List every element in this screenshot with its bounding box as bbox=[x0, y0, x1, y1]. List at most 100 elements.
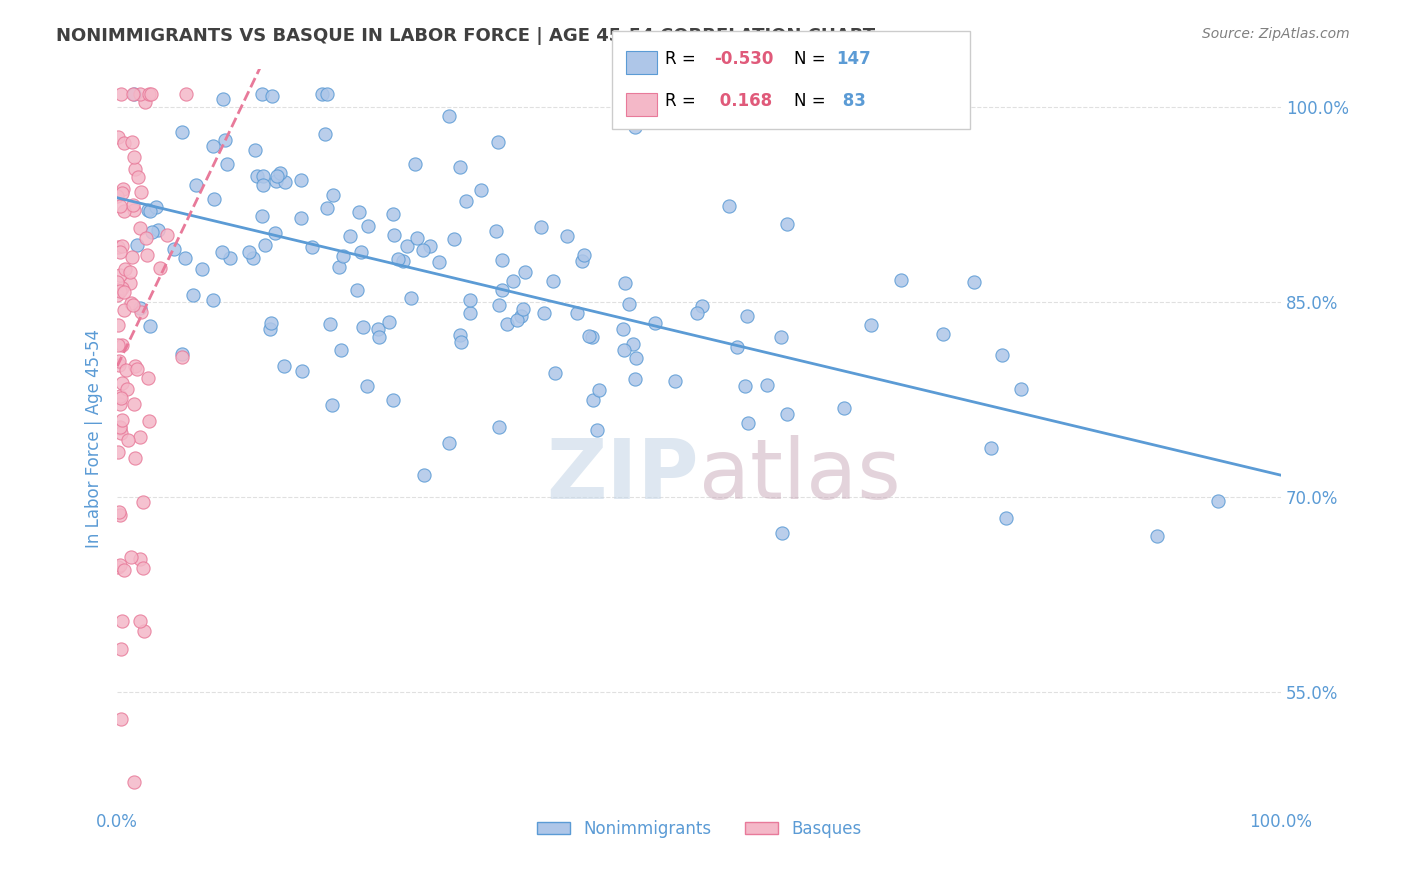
Point bbox=[145, 201, 167, 215]
Point bbox=[717, 199, 740, 213]
Point bbox=[578, 329, 600, 343]
Point bbox=[571, 254, 593, 268]
Point bbox=[274, 175, 297, 189]
Point bbox=[544, 367, 567, 381]
Point bbox=[139, 203, 162, 218]
Point bbox=[315, 87, 337, 102]
Point bbox=[860, 318, 883, 332]
Point bbox=[110, 419, 132, 434]
Point bbox=[470, 183, 492, 197]
Point bbox=[352, 319, 374, 334]
Point bbox=[134, 624, 156, 638]
Point bbox=[111, 614, 134, 628]
Point bbox=[1206, 494, 1229, 508]
Point bbox=[266, 174, 288, 188]
Point bbox=[509, 310, 531, 324]
Point bbox=[112, 136, 135, 150]
Point bbox=[108, 354, 131, 368]
Point bbox=[392, 254, 415, 268]
Point bbox=[412, 243, 434, 257]
Point bbox=[128, 615, 150, 629]
Point bbox=[775, 407, 797, 421]
Point bbox=[269, 166, 291, 180]
Point bbox=[991, 348, 1014, 362]
Point bbox=[399, 291, 422, 305]
Point bbox=[250, 209, 273, 223]
Point bbox=[311, 87, 333, 102]
Point bbox=[512, 301, 534, 316]
Point bbox=[586, 423, 609, 437]
Point bbox=[111, 376, 134, 390]
Point bbox=[890, 273, 912, 287]
Point bbox=[121, 198, 143, 212]
Point bbox=[755, 378, 778, 392]
Point bbox=[138, 414, 160, 428]
Point bbox=[129, 220, 152, 235]
Point bbox=[367, 329, 389, 343]
Point bbox=[110, 426, 132, 441]
Point bbox=[301, 240, 323, 254]
Point bbox=[624, 120, 647, 135]
Point bbox=[725, 340, 748, 354]
Point bbox=[382, 227, 405, 242]
Point bbox=[110, 392, 132, 406]
Point bbox=[135, 248, 157, 262]
Point bbox=[450, 334, 472, 349]
Point bbox=[136, 371, 159, 385]
Point bbox=[139, 87, 162, 102]
Point bbox=[124, 151, 146, 165]
Text: atlas: atlas bbox=[699, 435, 901, 516]
Point bbox=[357, 219, 380, 233]
Point bbox=[644, 316, 666, 330]
Point bbox=[770, 525, 793, 540]
Point bbox=[107, 318, 129, 332]
Point bbox=[242, 251, 264, 265]
Point bbox=[488, 298, 510, 312]
Point bbox=[108, 558, 131, 573]
Point bbox=[458, 293, 481, 307]
Point bbox=[347, 205, 370, 219]
Point bbox=[110, 712, 132, 726]
Point bbox=[110, 508, 132, 522]
Point bbox=[211, 245, 233, 260]
Point bbox=[132, 494, 155, 508]
Point bbox=[115, 382, 138, 396]
Point bbox=[565, 306, 588, 320]
Point bbox=[259, 322, 281, 336]
Point bbox=[250, 87, 273, 102]
Point bbox=[260, 316, 283, 330]
Point bbox=[139, 319, 162, 334]
Point bbox=[108, 505, 131, 519]
Point bbox=[129, 186, 152, 200]
Point bbox=[382, 207, 405, 221]
Point bbox=[367, 321, 389, 335]
Point bbox=[350, 245, 373, 260]
Text: ZIP: ZIP bbox=[547, 435, 699, 516]
Point bbox=[322, 187, 344, 202]
Point bbox=[316, 202, 339, 216]
Text: N =: N = bbox=[794, 92, 831, 110]
Point bbox=[110, 642, 132, 657]
Point bbox=[485, 224, 508, 238]
Point bbox=[108, 284, 131, 298]
Text: -0.530: -0.530 bbox=[714, 50, 773, 68]
Point bbox=[582, 392, 605, 407]
Point bbox=[1146, 529, 1168, 543]
Point bbox=[124, 162, 146, 177]
Point bbox=[980, 442, 1002, 456]
Point bbox=[174, 87, 197, 102]
Point bbox=[737, 309, 759, 323]
Point bbox=[110, 413, 132, 427]
Point bbox=[112, 563, 135, 577]
Point bbox=[114, 261, 136, 276]
Point bbox=[173, 251, 195, 265]
Point bbox=[356, 379, 378, 393]
Point bbox=[120, 549, 142, 564]
Point bbox=[339, 229, 361, 244]
Point bbox=[266, 169, 288, 183]
Point bbox=[439, 436, 461, 450]
Point bbox=[692, 299, 714, 313]
Point bbox=[136, 202, 159, 217]
Point bbox=[488, 135, 510, 149]
Point bbox=[124, 775, 146, 789]
